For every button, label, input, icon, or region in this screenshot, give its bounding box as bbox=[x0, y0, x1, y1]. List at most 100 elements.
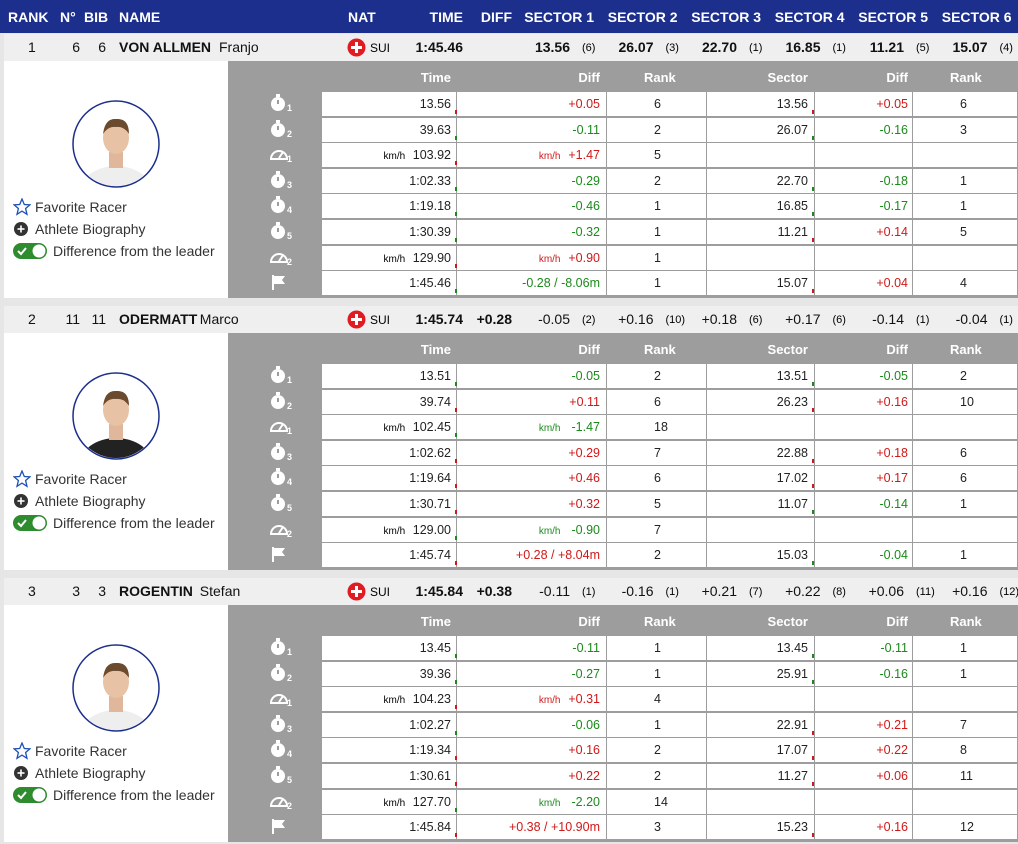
toggle-label[interactable]: Difference from the leader bbox=[53, 515, 215, 531]
nat: SUI bbox=[370, 313, 391, 327]
link[interactable]: Athlete Biography bbox=[35, 493, 146, 509]
cell bbox=[322, 117, 456, 142]
split-index: 2 bbox=[287, 672, 293, 683]
cell bbox=[457, 168, 606, 193]
finish-icon bbox=[269, 273, 289, 291]
cell bbox=[322, 661, 456, 686]
cell bbox=[322, 168, 456, 193]
column-header: RANK bbox=[8, 9, 49, 25]
split-time: 1:45.46 bbox=[409, 276, 451, 291]
split-marker bbox=[455, 833, 457, 838]
first-name: Franjo bbox=[219, 39, 259, 55]
split-diff: +0.16 bbox=[568, 743, 600, 758]
speed-icon bbox=[269, 145, 289, 163]
split-time: 1:02.33 bbox=[409, 173, 451, 188]
speed-icon bbox=[269, 417, 289, 435]
split-row: 4 1:19.64 +0.46 6 17.02 +0.17 6 bbox=[4, 466, 1018, 491]
sector-rank: 1 bbox=[960, 173, 967, 188]
sector-diff: -0.16 bbox=[879, 666, 909, 681]
split-rank: 2 bbox=[654, 173, 661, 188]
bib: 3 bbox=[98, 583, 106, 599]
split-row: 1:45.46 -0.28 / -8.06m 1 15.07 +0.04 4 bbox=[4, 271, 1018, 296]
split-time: 13.56 bbox=[419, 97, 451, 111]
sector-rank: (5) bbox=[916, 42, 930, 54]
surname: ROGENTIN bbox=[119, 583, 193, 599]
sector-rank: (6) bbox=[582, 42, 596, 54]
cell bbox=[815, 466, 912, 491]
sector-rank: 1 bbox=[960, 199, 967, 214]
cell bbox=[457, 789, 606, 814]
finish-icon bbox=[269, 545, 289, 563]
column-header: SECTOR 5 bbox=[858, 9, 928, 25]
sector-time: 11.27 bbox=[777, 769, 808, 783]
split-time: 1:30.39 bbox=[409, 225, 451, 239]
athlete-photo bbox=[72, 644, 160, 732]
split-marker bbox=[455, 484, 457, 489]
toggle bbox=[13, 786, 49, 804]
split-icon bbox=[269, 170, 289, 189]
cell bbox=[815, 661, 912, 686]
split-time: 1:19.64 bbox=[409, 471, 451, 486]
cell bbox=[322, 815, 456, 840]
surname: VON ALLMEN bbox=[119, 39, 212, 55]
link[interactable]: Athlete Biography bbox=[35, 765, 146, 781]
sector-rank: 1 bbox=[960, 497, 967, 511]
first-name: Stefan bbox=[199, 583, 241, 599]
sector-marker bbox=[812, 407, 814, 412]
split-time: 1:02.62 bbox=[409, 445, 451, 460]
link[interactable]: Athlete Biography bbox=[35, 221, 146, 237]
split-icon bbox=[269, 442, 289, 461]
sector-time: 13.56 bbox=[776, 97, 808, 111]
detail-column-header: Diff bbox=[886, 70, 908, 85]
sector-rank: 1 bbox=[960, 666, 967, 681]
link[interactable]: Favorite Racer bbox=[35, 199, 127, 215]
split-row: 1 13.45 -0.11 1 13.45 -0.11 1 bbox=[4, 636, 1018, 661]
split-time: 1:30.61 bbox=[409, 769, 451, 783]
link[interactable]: Favorite Racer bbox=[35, 471, 127, 487]
cell bbox=[607, 440, 706, 465]
cell bbox=[457, 687, 606, 712]
unit: km/h bbox=[538, 797, 561, 809]
split-diff: +0.28 / +8.04m bbox=[515, 548, 600, 563]
column-header: SECTOR 6 bbox=[941, 9, 1012, 25]
surname: ODERMATT bbox=[119, 311, 198, 327]
athlete-photo bbox=[72, 100, 160, 188]
cell bbox=[913, 661, 1017, 686]
split-rank: 2 bbox=[654, 769, 661, 783]
sector-rank: (4) bbox=[999, 42, 1013, 54]
cell bbox=[457, 466, 606, 491]
toggle-label[interactable]: Difference from the leader bbox=[53, 243, 215, 259]
cell bbox=[607, 364, 706, 388]
cell bbox=[607, 466, 706, 491]
rank: 3 bbox=[28, 583, 36, 599]
link-icon bbox=[12, 469, 49, 488]
split-rank: 7 bbox=[654, 445, 661, 460]
split-marker bbox=[455, 407, 457, 412]
cell bbox=[457, 543, 606, 568]
split-row: 2 km/h 129.00 -0.90 km/h 7 bbox=[4, 517, 1018, 543]
sector-time: 15.23 bbox=[776, 820, 808, 835]
split-diff: -0.28 / -8.06m bbox=[522, 276, 600, 291]
cell bbox=[707, 789, 814, 814]
link-icon bbox=[13, 220, 49, 238]
sector-marker bbox=[812, 510, 814, 514]
toggle-label[interactable]: Difference from the leader bbox=[53, 787, 215, 803]
sector-rank: (1) bbox=[665, 586, 679, 598]
sector-marker bbox=[812, 458, 814, 463]
split-rank: 3 bbox=[654, 820, 661, 835]
cell bbox=[457, 143, 606, 168]
split-row: 1 13.51 -0.05 2 13.51 -0.05 2 bbox=[4, 364, 1018, 389]
cell bbox=[607, 712, 706, 737]
cell bbox=[707, 815, 814, 840]
split-diff: -0.05 bbox=[571, 369, 601, 383]
split-diff: -0.11 bbox=[572, 641, 600, 655]
split-icon bbox=[269, 94, 289, 112]
split-time: 13.45 bbox=[419, 641, 451, 655]
link[interactable]: Favorite Racer bbox=[35, 743, 127, 759]
cell bbox=[815, 168, 912, 193]
detail-column-header: Rank bbox=[644, 342, 676, 357]
cell bbox=[607, 194, 706, 219]
cell bbox=[707, 415, 814, 440]
cell bbox=[457, 661, 606, 686]
split-time: 104.23 bbox=[412, 692, 451, 707]
